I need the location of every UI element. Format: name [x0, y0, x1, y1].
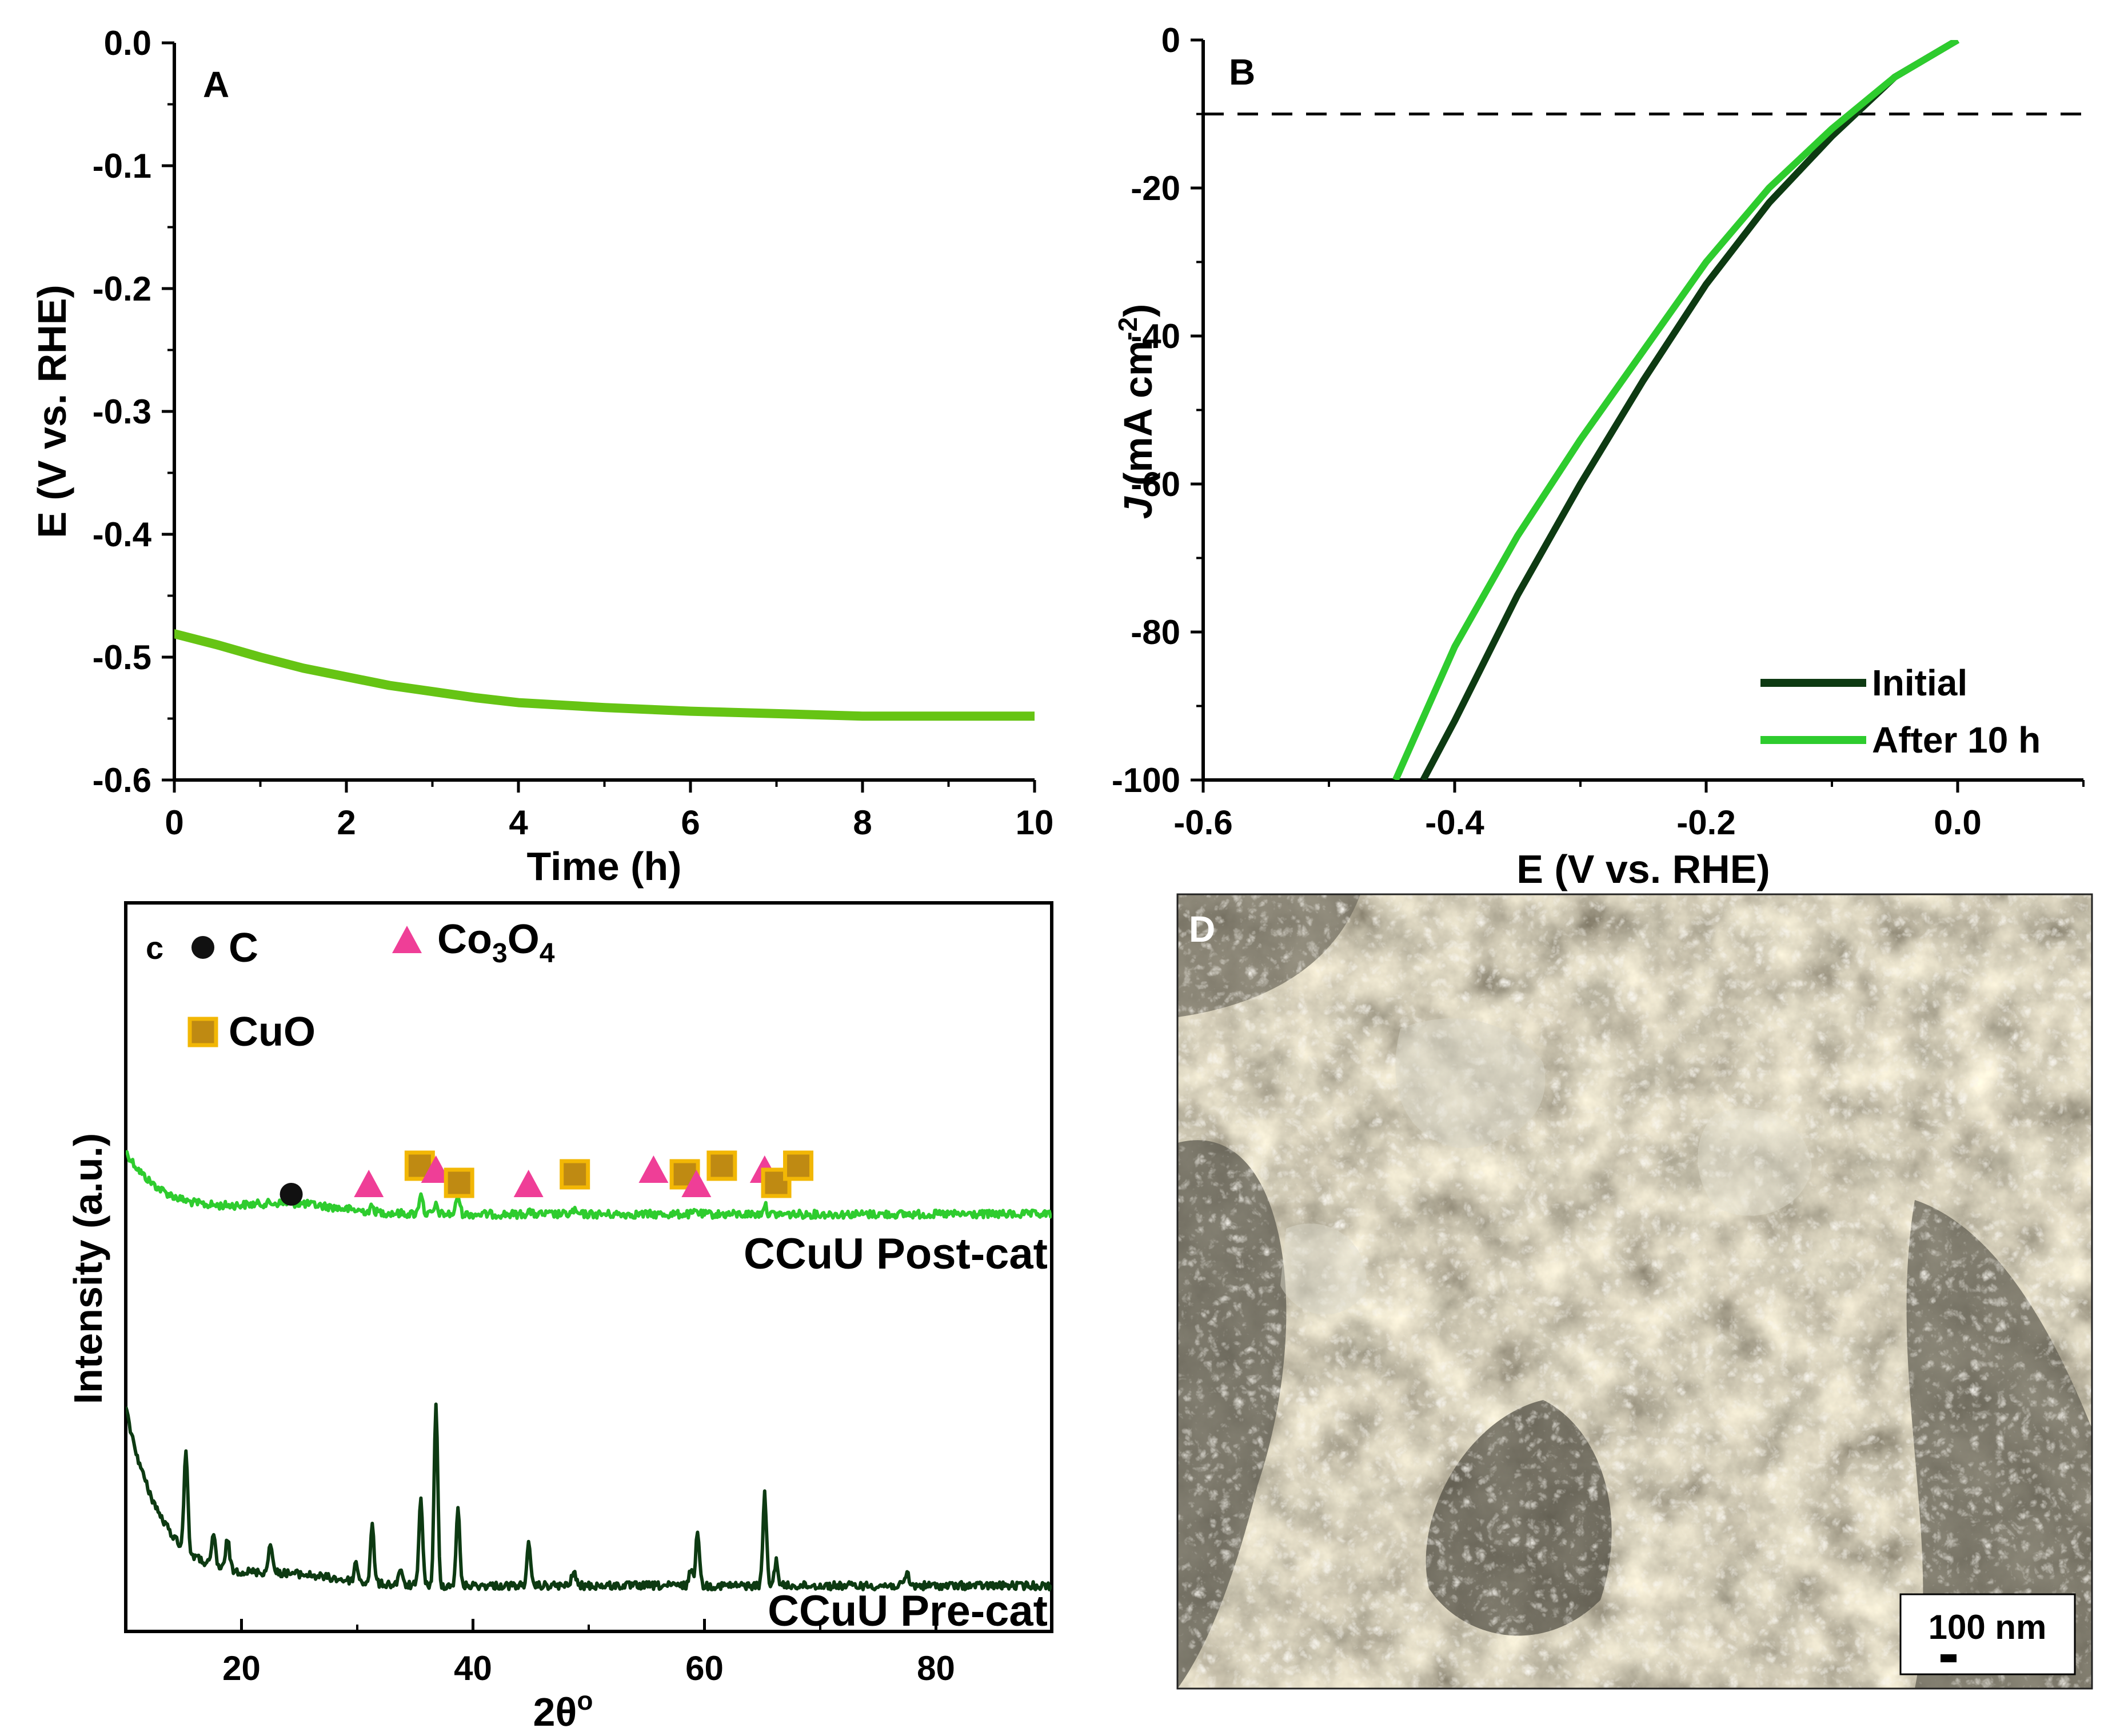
- panel-c-series: [126, 1150, 1052, 1591]
- panel-b-ytick-label: -60: [1131, 465, 1180, 503]
- panel-b-ylabel-prefix: J: [1116, 495, 1160, 519]
- panel-a-ytick-label: -0.4: [93, 515, 152, 554]
- panel-a-xtick-label: 10: [1016, 803, 1054, 842]
- phase-marker-co3o4: [513, 1170, 544, 1197]
- phase-marker-c: [280, 1183, 303, 1206]
- panel-c-xtick-label: 40: [454, 1649, 492, 1687]
- legend-marker-cuo: [187, 1017, 218, 1047]
- panel-c-pattern-pre: [126, 1402, 1052, 1591]
- panel-b-ytick-label: -20: [1131, 169, 1180, 207]
- panel-c-pattern-post: [126, 1150, 1052, 1220]
- panel-c-xtick-label: 60: [685, 1649, 724, 1687]
- panel-c-xtick-label: 80: [917, 1649, 955, 1687]
- panel-b-line-after: [1392, 40, 1960, 780]
- panel-a-xtick-label: 8: [853, 803, 872, 842]
- panel-a-ytick-label: -0.1: [93, 147, 151, 185]
- phase-marker-cuo: [783, 1150, 814, 1181]
- panel-b-ylabel: J (mA cm-2): [1113, 304, 1160, 519]
- panel-c-xlabel-sup: o: [577, 1686, 593, 1715]
- panel-b-xlabel: E (V vs. RHE): [1516, 847, 1770, 891]
- co3o4-o: O: [508, 917, 540, 962]
- series-label-post: CCuU Post-cat: [744, 1230, 1048, 1278]
- panel-a-xlabel: Time (h): [527, 844, 682, 889]
- phase-marker-co3o4: [638, 1155, 669, 1183]
- legend-label-cuo: CuO: [229, 1009, 316, 1055]
- panel-a-xtick-label: 4: [509, 803, 528, 842]
- panel-c-tick-labels: 20 40 60 80: [222, 1649, 955, 1687]
- panel-a: 0 2 4 6 8 10 0.0 -0.1 -0.2 -0.3 -0.4 -0.5 -0.6 A Tim…: [30, 24, 1053, 889]
- panel-a-xtick-label: 0: [165, 803, 183, 842]
- panel-b-xtick-label: -0.6: [1173, 803, 1232, 842]
- panel-d: D 100 nm: [1176, 893, 2093, 1690]
- panel-b-ytick-label: -80: [1131, 613, 1180, 651]
- legend-label-c: C: [229, 925, 258, 971]
- panel-a-tick-labels: 0 2 4 6 8 10 0.0 -0.1 -0.2 -0.3 -0.4 -0.5 -0.6: [93, 24, 1054, 842]
- panel-c-ylabel: Intensity (a.u.): [66, 1133, 110, 1404]
- panel-a-xtick-label: 2: [337, 803, 356, 842]
- panel-b-ylabel-main: (mA cm: [1116, 341, 1160, 497]
- phase-marker-co3o4: [681, 1170, 712, 1197]
- panel-a-ytick-label: -0.3: [93, 393, 151, 431]
- legend-label-initial: Initial: [1872, 662, 1967, 703]
- panel-b-label: B: [1229, 51, 1255, 93]
- panel-a-ytick-label: -0.5: [93, 638, 151, 677]
- panel-b-legend: Initial After 10 h: [1760, 662, 2041, 761]
- co3o4-sub2: 4: [540, 938, 555, 969]
- panel-c: 20 40 60 80 c C Co3O4 CuO CCuU Post-cat CCu…: [66, 901, 1053, 1734]
- panel-c-xlabel-main: 2θ: [533, 1690, 577, 1734]
- panel-a-ytick-label: -0.6: [93, 761, 151, 799]
- legend-marker-c: [191, 936, 214, 959]
- scale-bar: [1941, 1654, 1957, 1662]
- panel-c-xlabel: 2θo: [533, 1686, 593, 1734]
- co3o4-sub1: 3: [492, 938, 508, 969]
- panel-b-ytick-label: -40: [1131, 317, 1180, 355]
- panel-d-frame: [1176, 893, 2093, 1690]
- series-label-pre: CCuU Pre-cat: [768, 1587, 1048, 1635]
- scale-bar-box: 100 nm: [1899, 1593, 2076, 1675]
- panel-b-ylabel-sup: -2: [1113, 317, 1143, 341]
- phase-marker-cuo: [706, 1150, 737, 1181]
- phase-marker-co3o4: [421, 1155, 451, 1183]
- scale-bar-label: 100 nm: [1929, 1608, 2047, 1646]
- panel-a-ytick-label: 0.0: [104, 24, 151, 62]
- panel-b-series: [1392, 40, 1960, 780]
- phase-marker-cuo: [560, 1159, 590, 1190]
- panel-a-ylabel: E (V vs. RHE): [30, 285, 74, 538]
- panel-c-ticks: [125, 1619, 1053, 1631]
- panel-c-phase-markers: [280, 1150, 814, 1206]
- panel-a-line: [174, 629, 1035, 721]
- panel-b-ticks: [1191, 38, 2085, 793]
- legend-marker-co3o4: [392, 926, 422, 953]
- panel-a-series: [174, 629, 1035, 721]
- panel-b-ytick-label: -100: [1112, 761, 1180, 799]
- panel-b-xtick-label: -0.2: [1676, 803, 1735, 842]
- legend-label-after: After 10 h: [1872, 719, 2041, 761]
- sem-image: [1177, 894, 2092, 1689]
- panel-d-label: D: [1189, 909, 1215, 950]
- panel-a-ytick-label: -0.2: [93, 270, 151, 308]
- legend-label-co3o4: Co3O4: [437, 917, 555, 969]
- panel-b-xtick-label: -0.4: [1425, 803, 1484, 842]
- panel-b-xtick-label: 0.0: [1934, 803, 1981, 842]
- panel-c-prefix-label: c: [146, 930, 163, 966]
- panel-a-ticks: [162, 41, 1036, 793]
- phase-marker-co3o4: [354, 1170, 384, 1197]
- panel-c-xtick-label: 20: [222, 1649, 261, 1687]
- panel-b-tick-labels: -0.6 -0.4 -0.2 0.0 0 -20 -40 -60 -80 -100: [1112, 21, 1982, 842]
- phase-marker-cuo: [444, 1167, 474, 1198]
- panel-a-label: A: [203, 64, 229, 105]
- co3o4-co: Co: [437, 917, 492, 962]
- panel-b-ytick-label: 0: [1161, 21, 1180, 59]
- panel-b-ylabel-suffix: ): [1116, 304, 1160, 317]
- panel-b: -0.6 -0.4 -0.2 0.0 0 -20 -40 -60 -80 -100 B E (V …: [1112, 21, 2085, 891]
- panel-a-xtick-label: 6: [681, 803, 700, 842]
